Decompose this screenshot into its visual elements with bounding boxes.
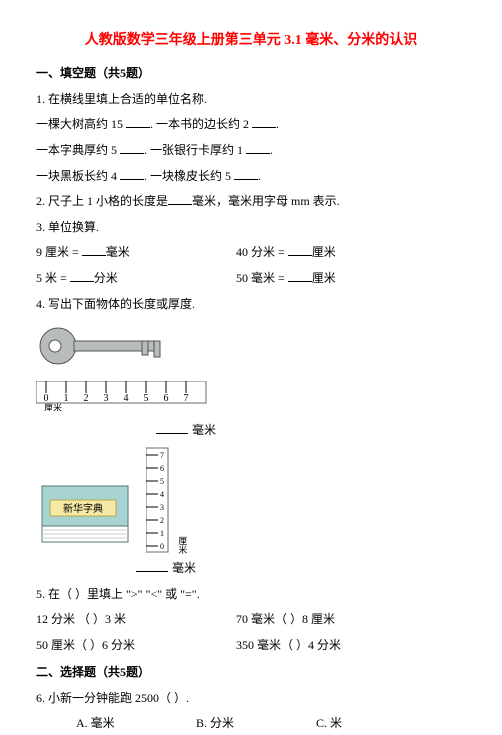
q5-stem: 5. 在（ ）里填上 ">" "<" 或 "=". [36, 584, 466, 606]
text: 一块黑板长约 4 [36, 169, 120, 183]
blank[interactable] [234, 166, 258, 180]
q1-line1: 一棵大树高约 15 . 一本书的边长约 2 . [36, 114, 466, 136]
blank[interactable] [156, 420, 188, 434]
svg-text:7: 7 [160, 451, 164, 460]
q4-stem: 4. 写出下面物体的长度或厚度. [36, 294, 466, 316]
blank[interactable] [252, 114, 276, 128]
svg-text:5: 5 [144, 393, 149, 404]
unit-mm: 毫米 [192, 423, 216, 437]
q3-row1: 9 厘米 = 毫米 40 分米 = 厘米 [36, 242, 466, 264]
text: 40 分米 = [236, 245, 288, 259]
blank[interactable] [120, 140, 144, 154]
blank[interactable] [70, 268, 94, 282]
svg-text:厘米: 厘米 [44, 402, 62, 411]
svg-text:6: 6 [160, 464, 164, 473]
svg-text:3: 3 [160, 503, 164, 512]
q5-r1c2[interactable]: 70 毫米（ ）8 厘米 [236, 609, 466, 631]
text: . 一块橡皮长约 5 [144, 169, 234, 183]
ruler-v-unit: 厘米 [174, 536, 190, 554]
svg-text:6: 6 [164, 393, 169, 404]
text: 毫米 [106, 245, 130, 259]
q2: 2. 尺子上 1 小格的长度是 毫米，毫米用字母 mm 表示. [36, 191, 466, 213]
text: . [270, 143, 273, 157]
text: 2. 尺子上 1 小格的长度是 [36, 194, 168, 208]
text: 毫米，毫米用字母 mm 表示. [192, 194, 340, 208]
text: 分米 [94, 271, 118, 285]
q3-row2: 5 米 = 分米 50 毫米 = 厘米 [36, 268, 466, 290]
blank[interactable] [288, 268, 312, 282]
q6-choice-a[interactable]: A. 毫米 [76, 713, 196, 735]
q6-choice-b[interactable]: B. 分米 [196, 713, 316, 735]
q4-key-answer: 毫米 [36, 420, 466, 442]
q1-line2: 一本字典厚约 5 . 一张银行卡厚约 1 . [36, 140, 466, 162]
key-svg [36, 321, 196, 371]
dict-figure: 新华字典 0 1 2 3 4 5 6 7 厘米 [36, 446, 466, 556]
q5-r1c1[interactable]: 12 分米 （ ）3 米 [36, 609, 236, 631]
text: . [276, 117, 279, 131]
q5-row2: 50 厘米（ ）6 分米 350 毫米（ ）4 分米 [36, 635, 466, 657]
ruler-horizontal: 01234567 厘米 [36, 381, 466, 419]
svg-text:2: 2 [84, 393, 89, 404]
unit-mm: 毫米 [172, 561, 196, 575]
svg-text:3: 3 [104, 393, 109, 404]
svg-text:1: 1 [64, 393, 69, 404]
q6-stem: 6. 小新一分钟能跑 2500（ ）. [36, 688, 466, 710]
q1-stem: 1. 在横线里填上合适的单位名称. [36, 89, 466, 111]
q6-choice-c[interactable]: C. 米 [316, 713, 436, 735]
page-title: 人教版数学三年级上册第三单元 3.1 毫米、分米的认识 [36, 28, 466, 53]
q5-r2c1[interactable]: 50 厘米（ ）6 分米 [36, 635, 236, 657]
text: 5 米 = [36, 271, 70, 285]
svg-text:新华字典: 新华字典 [63, 502, 103, 515]
text: 厘米 [312, 245, 336, 259]
blank[interactable] [120, 166, 144, 180]
text: . 一张银行卡厚约 1 [144, 143, 246, 157]
text: 厘米 [312, 271, 336, 285]
text: . 一本书的边长约 2 [150, 117, 252, 131]
svg-text:4: 4 [124, 393, 129, 404]
text: 一本字典厚约 5 [36, 143, 120, 157]
key-figure [36, 321, 466, 379]
dict-svg: 新华字典 [36, 456, 146, 556]
text: 一棵大树高约 15 [36, 117, 126, 131]
q4-dict-answer: 毫米 [36, 558, 466, 580]
blank[interactable] [246, 140, 270, 154]
svg-text:0: 0 [160, 542, 164, 551]
blank[interactable] [168, 191, 192, 205]
svg-text:4: 4 [160, 490, 164, 499]
q6-choices: A. 毫米 B. 分米 C. 米 [36, 713, 466, 735]
q5-r2c2[interactable]: 350 毫米（ ）4 分米 [236, 635, 466, 657]
section1-header: 一、填空题（共5题） [36, 63, 466, 85]
svg-text:7: 7 [184, 393, 189, 404]
text: 9 厘米 = [36, 245, 82, 259]
text: 50 毫米 = [236, 271, 288, 285]
svg-text:5: 5 [160, 477, 164, 486]
blank[interactable] [136, 558, 168, 572]
text: . [258, 169, 261, 183]
blank[interactable] [82, 242, 106, 256]
blank[interactable] [288, 242, 312, 256]
q3-stem: 3. 单位换算. [36, 217, 466, 239]
section2-header: 二、选择题（共5题） [36, 662, 466, 684]
svg-text:2: 2 [160, 516, 164, 525]
svg-text:1: 1 [160, 529, 164, 538]
blank[interactable] [126, 114, 150, 128]
q5-row1: 12 分米 （ ）3 米 70 毫米（ ）8 厘米 [36, 609, 466, 631]
q1-line3: 一块黑板长约 4 . 一块橡皮长约 5 . [36, 166, 466, 188]
ruler-h-svg: 01234567 厘米 [36, 381, 216, 411]
ruler-v-svg: 0 1 2 3 4 5 6 7 [146, 446, 176, 556]
